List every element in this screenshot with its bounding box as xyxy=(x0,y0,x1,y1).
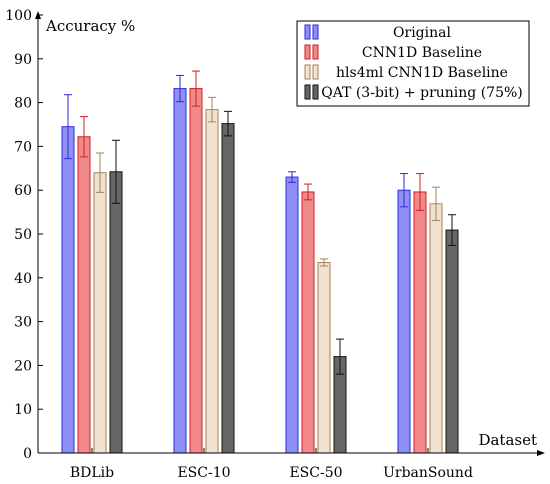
bar xyxy=(93,172,107,454)
y-tick-label: 60 xyxy=(14,183,32,199)
legend-frame xyxy=(296,20,530,107)
y-tick-label: 80 xyxy=(14,96,32,112)
bar xyxy=(301,191,315,454)
y-tick-label: 50 xyxy=(14,227,32,243)
bar xyxy=(413,191,427,454)
legend-swatch xyxy=(312,64,319,80)
bar xyxy=(109,171,123,454)
bar xyxy=(61,126,75,454)
legend-swatch xyxy=(304,84,311,100)
x-axis-title: Dataset xyxy=(478,431,537,449)
bar xyxy=(317,261,331,454)
legend-swatch xyxy=(312,24,319,40)
x-tick-label: UrbanSound xyxy=(383,465,473,481)
y-tick-label: 20 xyxy=(14,358,32,374)
x-axis-arrow xyxy=(537,450,545,456)
x-tick-label: BDLib xyxy=(70,465,114,481)
bars xyxy=(61,70,459,454)
y-tick-label: 70 xyxy=(14,139,32,155)
legend-label: hls4ml CNN1D Baseline xyxy=(336,65,508,81)
legend-swatch xyxy=(312,84,319,100)
legend-label: Original xyxy=(393,25,451,41)
bar xyxy=(173,88,187,454)
bar xyxy=(77,136,91,454)
y-tick-label: 100 xyxy=(5,8,32,24)
legend-label: CNN1D Baseline xyxy=(362,45,482,61)
y-tick-label: 30 xyxy=(14,315,32,331)
ticks: 0 10 20 30 40 50 60 70 80 90 100 BDLib ESC-10 ESC-50 U… xyxy=(5,8,473,481)
bar xyxy=(397,189,411,454)
legend-swatch xyxy=(304,44,311,60)
bar xyxy=(205,109,219,454)
legend-label: QAT (3-bit) + pruning (75%) xyxy=(321,85,523,101)
y-tick-label: 10 xyxy=(14,402,32,418)
bar xyxy=(285,176,299,454)
legend-swatch xyxy=(312,44,319,60)
bar xyxy=(221,123,235,454)
x-tick-label: ESC-50 xyxy=(289,465,342,481)
bar xyxy=(189,88,203,454)
y-tick-label: 90 xyxy=(14,52,32,68)
bar xyxy=(445,229,459,454)
legend-swatch xyxy=(304,64,311,80)
legend: Original CNN1D Baseline hls4ml CNN1D Basel… xyxy=(296,20,530,107)
legend-swatch xyxy=(304,24,311,40)
y-axis-title: Accuracy % xyxy=(45,17,135,35)
axes: Accuracy % Dataset xyxy=(35,11,545,456)
y-tick-label: 40 xyxy=(14,271,32,287)
y-tick-label: 0 xyxy=(23,446,32,462)
x-tick-label: ESC-10 xyxy=(177,465,230,481)
bar xyxy=(429,203,443,454)
